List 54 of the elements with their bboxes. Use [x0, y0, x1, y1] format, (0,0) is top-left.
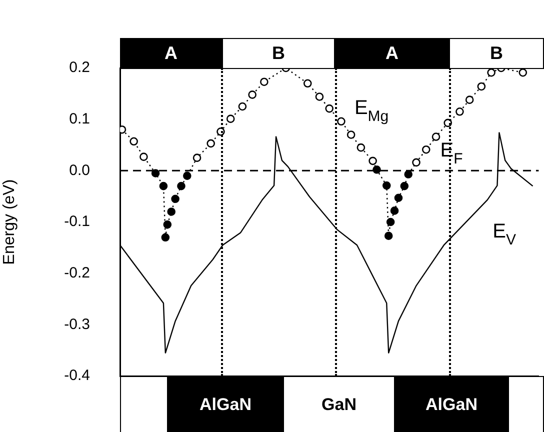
point	[140, 152, 148, 161]
point	[183, 172, 192, 180]
layer-block: A	[335, 38, 449, 69]
point	[161, 233, 170, 242]
point	[487, 68, 496, 77]
point	[325, 104, 334, 113]
point	[315, 92, 324, 101]
layer-block: B	[449, 38, 544, 69]
point	[404, 170, 412, 178]
point	[346, 130, 356, 139]
layer-block: AlGaN	[395, 376, 508, 432]
point	[456, 107, 464, 116]
y-tick-label: 0.0	[69, 162, 90, 179]
point	[422, 145, 430, 154]
y-tick-label: -0.2	[64, 264, 90, 282]
point	[465, 96, 474, 104]
point	[372, 165, 381, 174]
point	[238, 102, 247, 111]
y-tick-label: -0.1	[64, 213, 90, 230]
point	[356, 143, 366, 152]
point	[384, 232, 393, 240]
point	[432, 132, 440, 141]
point	[171, 194, 180, 204]
point	[226, 114, 235, 123]
point	[386, 218, 395, 226]
point	[382, 181, 391, 190]
point	[303, 79, 312, 88]
point	[390, 206, 399, 215]
point	[394, 194, 403, 202]
point	[163, 220, 172, 229]
point	[368, 156, 377, 166]
layer-block: B	[222, 38, 335, 69]
point	[518, 68, 528, 77]
point	[400, 182, 409, 190]
point	[167, 208, 176, 216]
y-tick-label: 0.1	[69, 110, 90, 128]
point	[206, 139, 215, 148]
point	[412, 158, 420, 167]
point	[260, 78, 268, 86]
layer-block: AlGaN	[168, 376, 283, 432]
point	[177, 182, 186, 190]
point	[477, 82, 486, 91]
point	[130, 137, 138, 146]
point	[159, 182, 168, 190]
layer-block: GaN	[283, 376, 395, 432]
point	[192, 154, 202, 162]
y-tick-label: 0.2	[69, 59, 90, 76]
layer-block: A	[120, 38, 222, 69]
point	[248, 90, 256, 99]
y-tick-label: -0.3	[64, 316, 90, 333]
point	[151, 169, 160, 178]
y-tick-label: -0.4	[64, 367, 90, 384]
point	[337, 117, 346, 126]
y-axis-title: Energy (eV)	[1, 179, 18, 265]
